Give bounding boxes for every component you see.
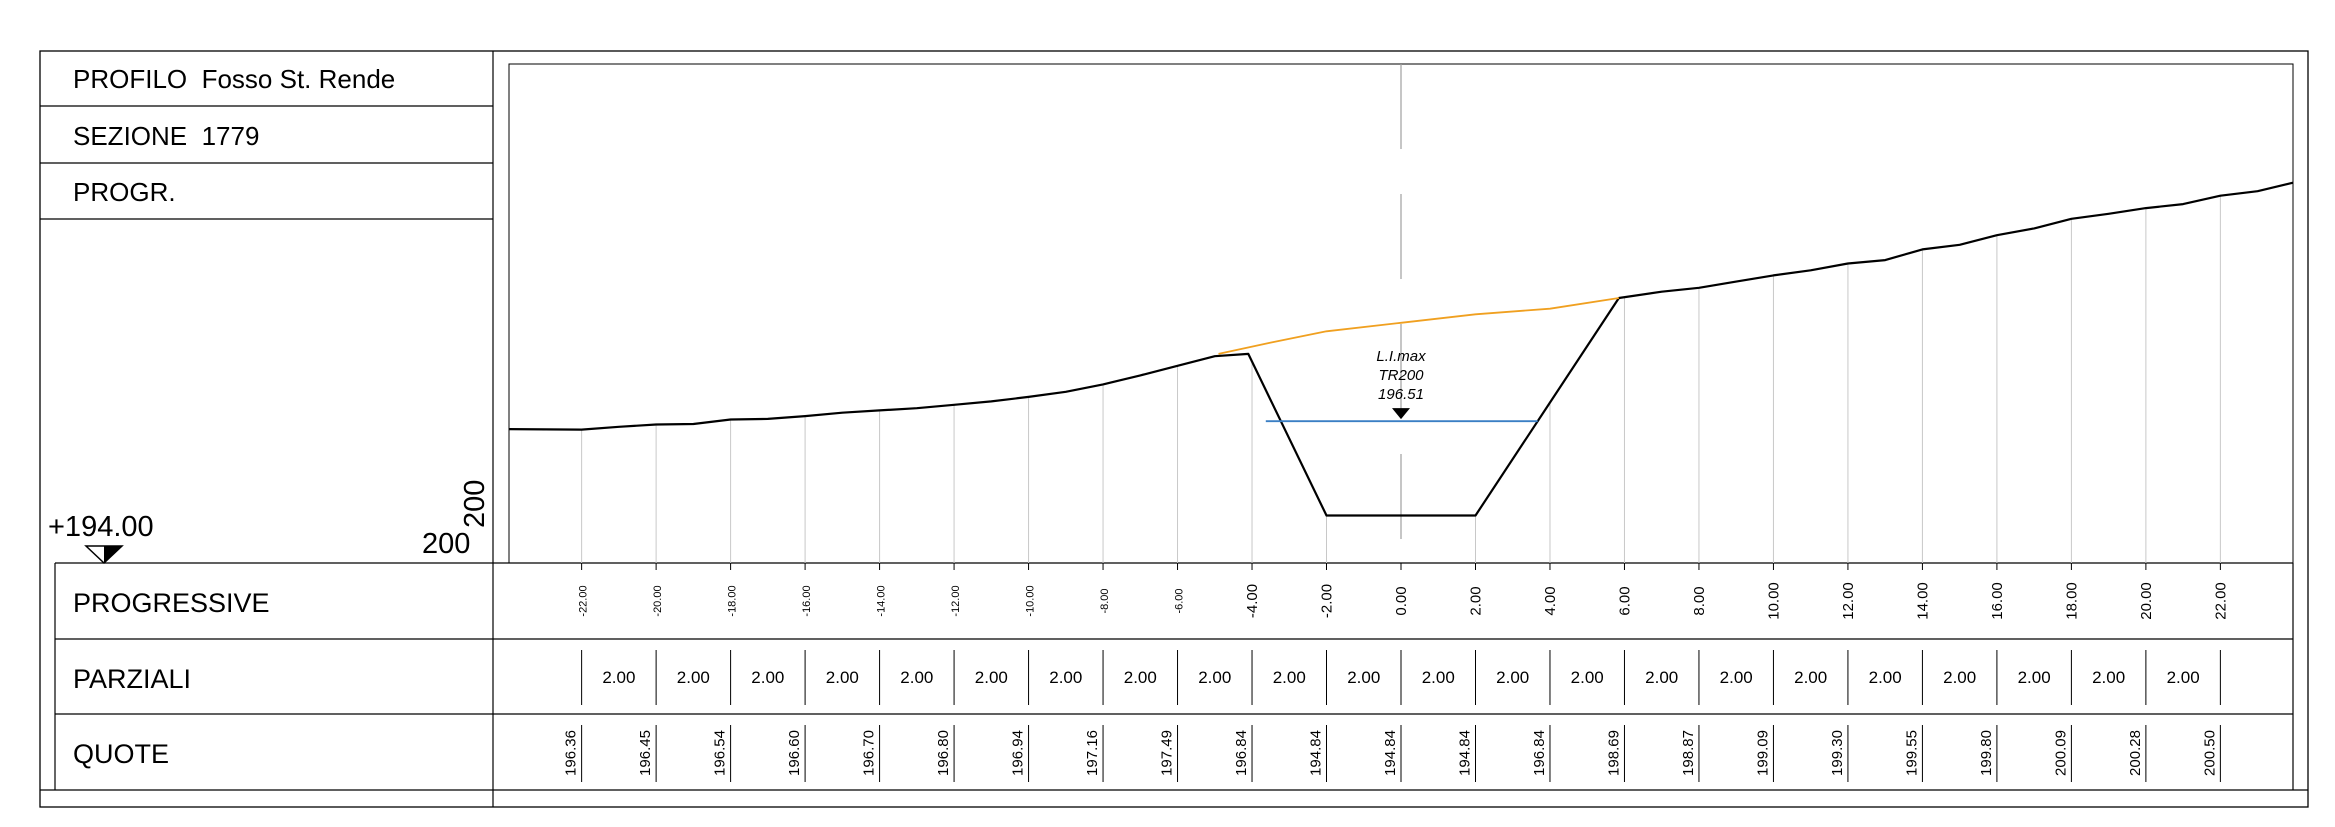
progressive-label: 0.00: [1393, 586, 1410, 615]
progressive-label: -6.00: [1174, 588, 1186, 613]
profile-series: [508, 181, 2294, 517]
elevation-label: 199.09: [1754, 730, 1771, 776]
elevation-label: 199.30: [1829, 730, 1846, 776]
partial-distance-label: 2.00: [1347, 668, 1380, 687]
progressive-label: -18.00: [727, 585, 739, 616]
progressive-header: PROGR.: [73, 177, 176, 207]
elevation-label: 196.45: [637, 730, 654, 776]
horizontal-scale-label: 200: [422, 528, 470, 560]
elevation-label: 196.70: [861, 730, 878, 776]
partial-distance-label: 2.00: [900, 668, 933, 687]
partial-distance-label: 2.00: [2018, 668, 2051, 687]
vertical-scale-label: 200: [459, 480, 491, 528]
water-level-marker-icon: [1392, 408, 1410, 420]
datum-elevation-label: +194.00: [48, 511, 154, 543]
elevation-label: 196.84: [1233, 730, 1250, 776]
partial-distance-label: 2.00: [751, 668, 784, 687]
elevation-label: 199.55: [1903, 730, 1920, 776]
partial-distances: 2.00 2.00 2.00 2.00 2.00 2.00 2.00 2.00 2.00 2.00…: [581, 650, 2221, 705]
progressive-label: 18.00: [2063, 582, 2080, 620]
progressive-label: 14.00: [1914, 582, 1931, 620]
ground-profile-line: [508, 181, 2294, 517]
elevation-label: 200.28: [2127, 730, 2144, 776]
progressive-label: 22.00: [2212, 582, 2229, 620]
partial-distance-label: 2.00: [1422, 668, 1455, 687]
progressive-label: -12.00: [950, 585, 962, 616]
elevation-label: 194.84: [1382, 730, 1399, 776]
partial-distance-label: 2.00: [1124, 668, 1157, 687]
elevation-label: 194.84: [1456, 730, 1473, 776]
partial-distance-label: 2.00: [677, 668, 710, 687]
partial-distance-label: 2.00: [1645, 668, 1678, 687]
partial-distance-label: 2.00: [1198, 668, 1231, 687]
partial-distance-label: 2.00: [1571, 668, 1604, 687]
progressive-row-label: PROGRESSIVE: [73, 588, 270, 618]
elevations-row-label: QUOTE: [73, 739, 169, 769]
elevation-label: 199.80: [1978, 730, 1995, 776]
elevation-label: 197.16: [1084, 730, 1101, 776]
partial-distance-label: 2.00: [1273, 668, 1306, 687]
partial-distance-label: 2.00: [1943, 668, 1976, 687]
elevation-label: 196.80: [935, 730, 952, 776]
elevation-label: 200.50: [2201, 730, 2218, 776]
progressive-label: 8.00: [1691, 586, 1708, 615]
progressive-label: 2.00: [1467, 586, 1484, 615]
progressive-label: -16.00: [801, 585, 813, 616]
elevation-label: 196.54: [712, 730, 729, 776]
progressive-label: 4.00: [1542, 586, 1559, 615]
progressive-label: -4.00: [1244, 584, 1261, 618]
elevation-label: 196.60: [786, 730, 803, 776]
partial-distance-label: 2.00: [2092, 668, 2125, 687]
vertical-grid-lines: [581, 195, 2221, 563]
elevation-label: 196.36: [563, 730, 580, 776]
partial-distance-label: 2.00: [602, 668, 635, 687]
section-number: SEZIONE 1779: [73, 121, 259, 151]
elevation-label: 198.69: [1605, 730, 1622, 776]
datum-marker-icon: [84, 545, 124, 565]
elevation-label: 194.84: [1308, 730, 1325, 776]
profile-title: PROFILO Fosso St. Rende: [73, 64, 395, 94]
progressive-label: -10.00: [1025, 585, 1037, 616]
sheet-frame: [39, 50, 2309, 808]
partial-distance-label: 2.00: [975, 668, 1008, 687]
progressive-label: -2.00: [1319, 584, 1336, 618]
progressive-label: 20.00: [2138, 582, 2155, 620]
elevation-label: 196.84: [1531, 730, 1548, 776]
water-level-annotation: L.I.max TR200 196.51: [1376, 348, 1426, 420]
natural-ground-line: [1218, 297, 1620, 355]
elevation-label: 200.09: [2052, 730, 2069, 776]
progressive-label: -14.00: [876, 585, 888, 616]
partial-distance-label: 2.00: [826, 668, 859, 687]
progressive-label: 12.00: [1840, 582, 1857, 620]
progressive-label: -22.00: [578, 585, 590, 616]
partial-distance-label: 2.00: [1720, 668, 1753, 687]
progressive-label: 16.00: [1989, 582, 2006, 620]
partial-distance-label: 2.00: [1496, 668, 1529, 687]
water-level-label-line-1: L.I.max: [1376, 348, 1426, 365]
partial-distance-label: 2.00: [1049, 668, 1082, 687]
water-level-label-line-3: 196.51: [1378, 386, 1424, 403]
partial-distance-label: 2.00: [2167, 668, 2200, 687]
progressive-label: 6.00: [1616, 586, 1633, 615]
progressive-ticks: -22.00 -20.00 -18.00 -16.00 -14.00 -12.00 -10.…: [578, 563, 2229, 620]
water-level-label-line-2: TR200: [1378, 367, 1424, 384]
partial-distances-row-label: PARZIALI: [73, 664, 191, 694]
elevation-label: 197.49: [1159, 730, 1176, 776]
progressive-label: -20.00: [652, 585, 664, 616]
progressive-label: -8.00: [1099, 588, 1111, 613]
partial-distance-label: 2.00: [1869, 668, 1902, 687]
progressive-label: 10.00: [1765, 582, 1782, 620]
elevation-values: 196.36 196.45 196.54 196.60 196.70 196.80 196.…: [563, 725, 2221, 782]
elevation-label: 198.87: [1680, 730, 1697, 776]
elevation-label: 196.94: [1010, 730, 1027, 776]
partial-distance-label: 2.00: [1794, 668, 1827, 687]
